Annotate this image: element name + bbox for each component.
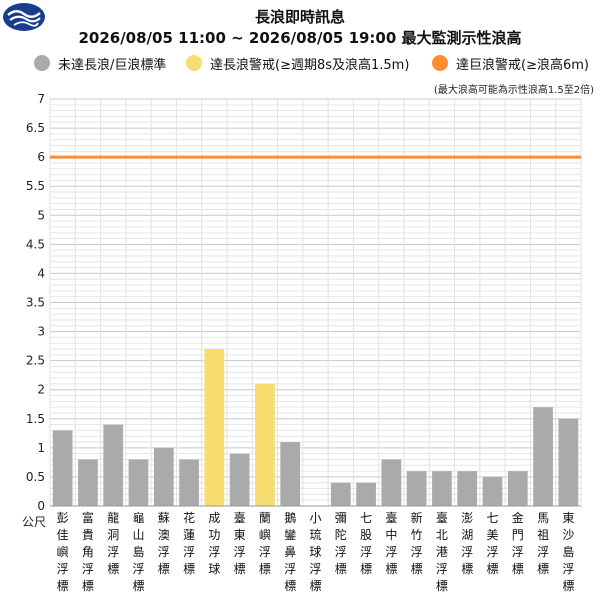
x-tick-label: 蘭嶼浮標	[259, 511, 271, 576]
y-tick-label: 6.5	[26, 121, 45, 135]
x-tick-label: 東沙島浮標	[562, 511, 574, 593]
y-tick-label: 2.5	[26, 354, 45, 368]
y-axis-label: 公尺	[22, 515, 46, 529]
bar-東沙島浮標	[558, 418, 579, 506]
x-tick-label: 金門浮標	[512, 510, 524, 576]
legend-label-normal: 未達長浪/巨浪標準	[58, 57, 167, 73]
chart-note: (最大浪高可能為示性浪高1.5至2倍)	[433, 85, 594, 96]
bar-龍洞浮標	[103, 424, 124, 506]
legend: 未達長浪/巨浪標準 達長浪警戒(≥週期8s及浪高1.5m) 達巨浪警戒(≥浪高6…	[0, 53, 600, 73]
bar-臺北港浮標	[432, 471, 452, 506]
x-tick-label: 七股浮標	[360, 511, 372, 576]
x-tick-label: 臺中浮標	[385, 510, 397, 576]
x-tick-label: 成功浮球	[208, 511, 220, 576]
y-tick-label: 1	[37, 441, 45, 455]
chart-title: 長浪即時訊息	[254, 8, 345, 26]
bar-臺東浮標	[229, 453, 250, 506]
bar-彌陀浮標	[330, 482, 351, 506]
bar-新竹浮標	[406, 471, 427, 506]
bar-龜山島浮標	[128, 459, 149, 506]
y-tick-label: 7	[37, 92, 45, 106]
y-tick-label: 2	[37, 383, 45, 397]
x-tick-label: 蘇澳浮標	[158, 511, 170, 576]
bar-馬祖浮標	[533, 407, 553, 506]
x-tick-label: 花蓮浮標	[183, 510, 195, 576]
legend-item-normal: 未達長浪/巨浪標準	[34, 53, 166, 73]
legend-dot-gray	[34, 55, 50, 71]
bar-七美浮標	[482, 476, 503, 506]
legend-dot-orange	[432, 55, 448, 71]
bar-彭佳嶼浮標	[52, 430, 73, 506]
x-tick-label: 龍洞浮標	[107, 510, 119, 576]
x-tick-label: 彌陀浮標	[335, 511, 347, 576]
x-tick-label: 小琉球浮標	[309, 511, 321, 593]
y-tick-label: 1.5	[26, 412, 45, 426]
bar-蘭嶼浮標	[255, 383, 275, 506]
y-tick-label: 6	[37, 150, 45, 164]
x-tick-label: 富貴角浮標	[82, 510, 94, 593]
y-tick-label: 5.5	[26, 179, 45, 193]
y-tick-label: 0	[37, 499, 45, 513]
y-tick-label: 4	[37, 266, 45, 280]
legend-dot-yellow	[186, 55, 202, 71]
y-tick-label: 0.5	[26, 470, 45, 484]
x-tick-label: 臺東浮標	[234, 510, 246, 576]
y-tick-label: 3.5	[26, 296, 45, 310]
bar-金門浮標	[507, 471, 528, 506]
legend-item-big-wave: 達巨浪警戒(≥浪高6m)	[432, 53, 589, 73]
bar-臺中浮標	[381, 459, 402, 506]
bar-花蓮浮標	[179, 459, 199, 506]
bar-七股浮標	[356, 482, 376, 506]
bar-富貴角浮標	[78, 459, 98, 506]
legend-item-long-wave: 達長浪警戒(≥週期8s及浪高1.5m)	[186, 53, 409, 73]
x-tick-label: 新竹浮標	[411, 510, 423, 576]
y-tick-label: 5	[37, 208, 45, 222]
chart-subtitle: 2026/08/05 11:00 ~ 2026/08/05 19:00 最大監測…	[78, 29, 522, 47]
y-tick-label: 3	[37, 325, 45, 339]
bar-鵝鑾鼻浮標	[280, 442, 301, 506]
x-tick-label: 鵝鑾鼻浮標	[284, 511, 296, 593]
agency-logo	[3, 3, 45, 31]
x-tick-label: 彭佳嶼浮標	[57, 511, 69, 593]
legend-label-long-wave: 達長浪警戒(≥週期8s及浪高1.5m)	[210, 57, 410, 73]
x-tick-label: 澎湖浮標	[461, 511, 473, 576]
x-tick-label: 七美浮標	[486, 511, 498, 576]
bar-成功浮球	[204, 349, 225, 506]
legend-label-big-wave: 達巨浪警戒(≥浪高6m)	[456, 57, 589, 73]
x-tick-label: 馬祖浮標	[537, 511, 549, 576]
bar-澎湖浮標	[457, 471, 478, 506]
x-tick-label: 臺北港浮標	[436, 510, 448, 593]
bar-蘇澳浮標	[153, 447, 174, 506]
y-tick-label: 4.5	[26, 237, 45, 251]
x-tick-label: 龜山島浮標	[132, 511, 144, 593]
